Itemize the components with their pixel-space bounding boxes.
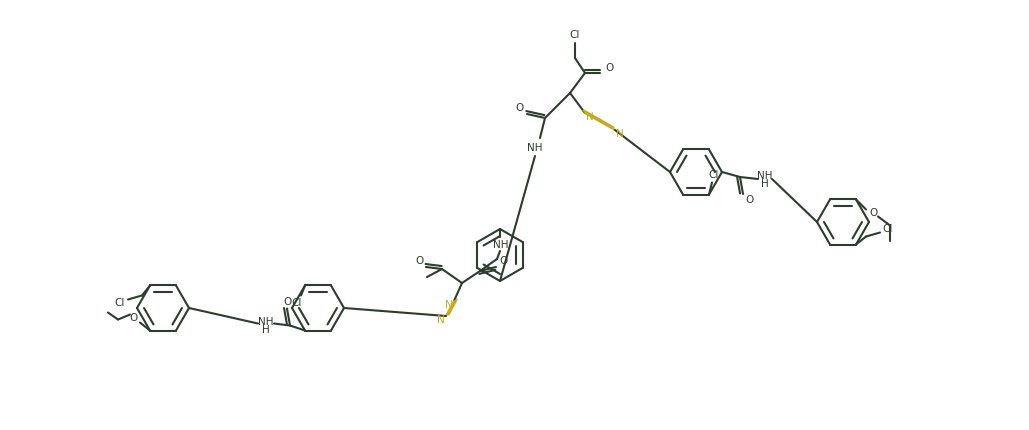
Text: O: O bbox=[283, 297, 291, 307]
Text: N: N bbox=[616, 129, 624, 139]
Text: H: H bbox=[761, 179, 769, 189]
Text: O: O bbox=[130, 313, 138, 322]
Text: Cl: Cl bbox=[115, 298, 126, 308]
Text: NH: NH bbox=[258, 316, 274, 326]
Text: NH: NH bbox=[757, 171, 773, 181]
Text: N: N bbox=[446, 300, 453, 310]
Text: O: O bbox=[605, 63, 613, 73]
Text: NH: NH bbox=[527, 143, 542, 153]
Text: O: O bbox=[868, 209, 877, 218]
Text: NH: NH bbox=[493, 240, 508, 250]
Text: H: H bbox=[262, 325, 270, 335]
Text: Cl: Cl bbox=[709, 169, 719, 179]
Text: O: O bbox=[745, 195, 753, 205]
Text: Cl: Cl bbox=[883, 224, 893, 233]
Text: O: O bbox=[514, 103, 523, 113]
Text: O: O bbox=[499, 256, 507, 266]
Text: Cl: Cl bbox=[570, 30, 580, 40]
Text: O: O bbox=[415, 256, 423, 266]
Text: N: N bbox=[437, 315, 445, 325]
Text: Cl: Cl bbox=[292, 298, 303, 308]
Text: N: N bbox=[587, 112, 594, 122]
